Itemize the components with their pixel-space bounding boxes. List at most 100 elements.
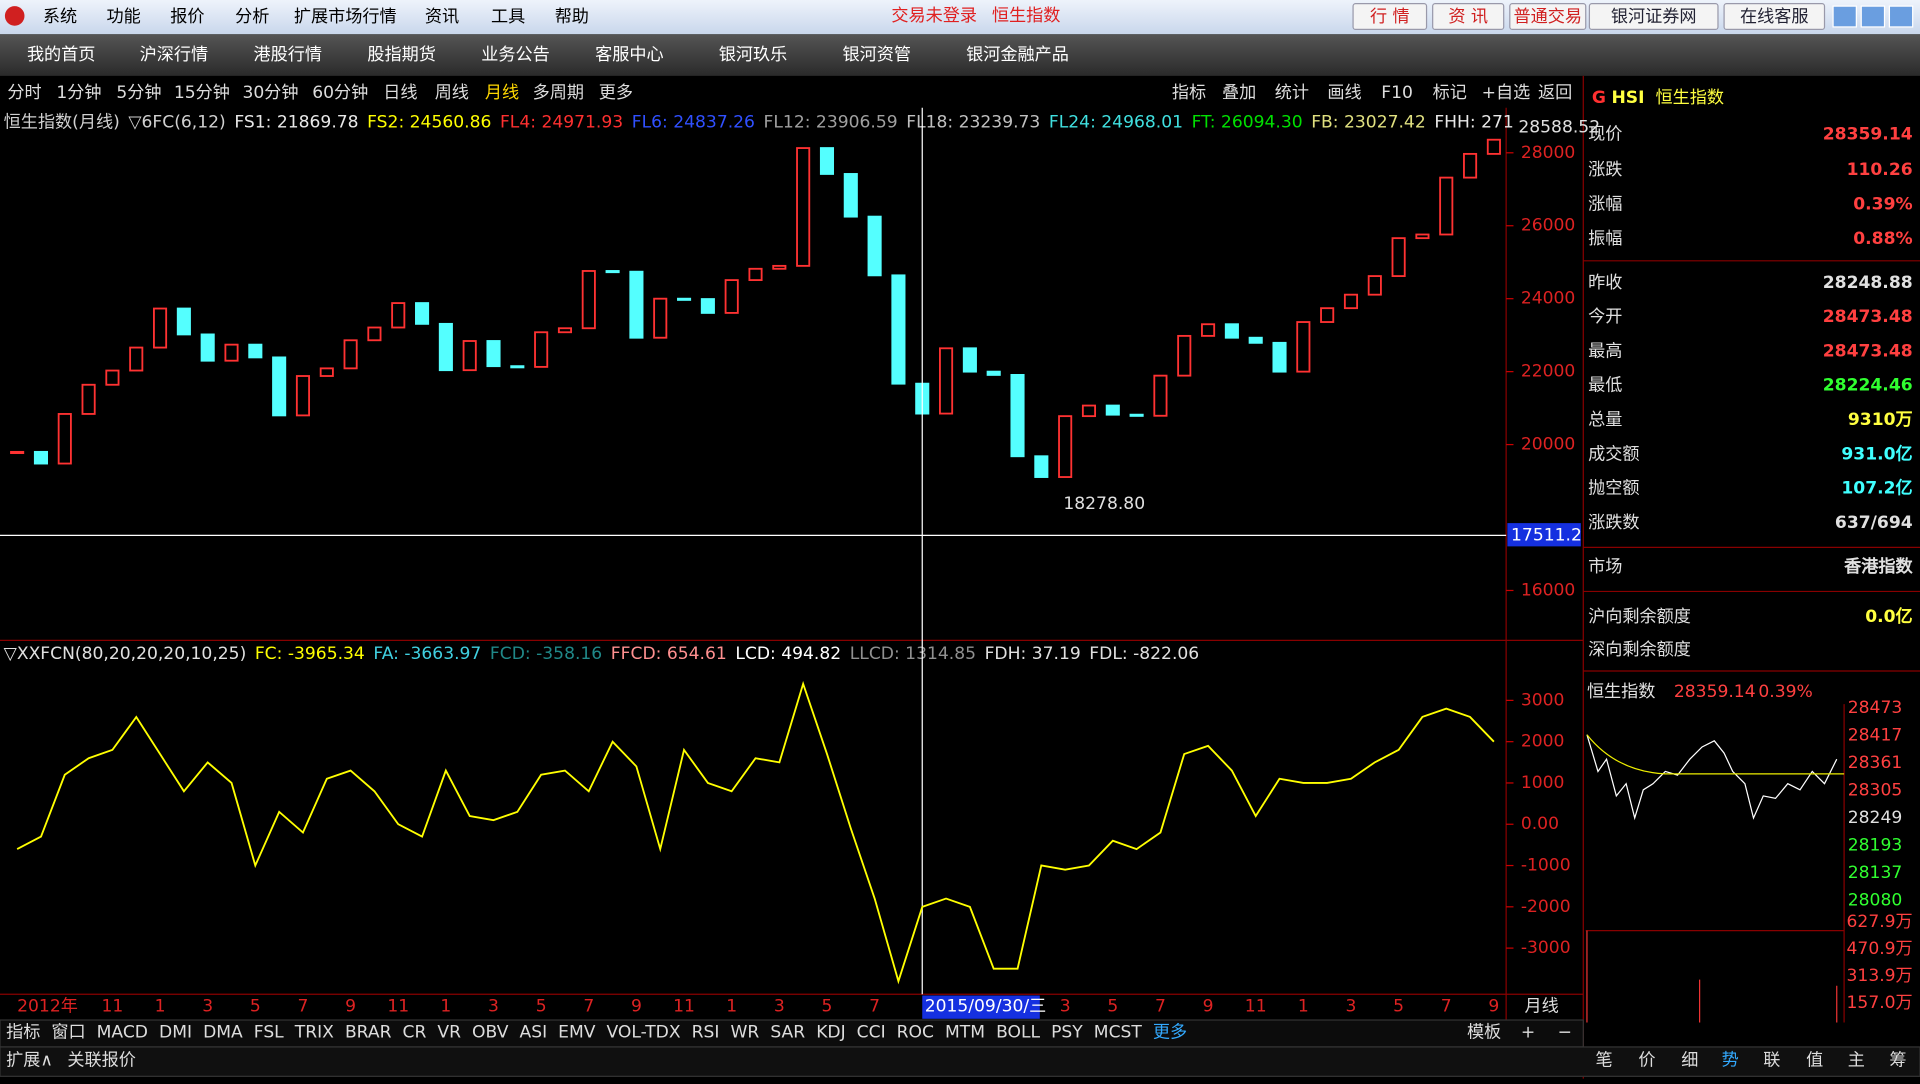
period-tab[interactable]: 多周期 [533,83,584,103]
footer-item[interactable]: 关联报价 [67,1050,136,1070]
period-tab[interactable]: 1分钟 [56,83,101,103]
nav-item[interactable]: 我的首页 [27,45,96,65]
indicator-tab[interactable]: 指标 [6,1022,40,1042]
x-tick-label: 3 [1346,997,1357,1017]
indicator-tab[interactable]: MCST [1094,1022,1143,1042]
tool-button[interactable]: 画线 [1327,83,1361,103]
indicator-tab[interactable]: BOLL [996,1022,1040,1042]
candle [391,302,406,329]
nav-item[interactable]: 业务公告 [481,45,550,65]
top-button[interactable] [1509,3,1587,31]
close-button[interactable] [1888,5,1914,28]
period-tab[interactable]: 更多 [599,83,633,103]
indicator-tab[interactable]: 更多 [1153,1022,1187,1042]
tool-button[interactable]: 叠加 [1222,83,1256,103]
candle [724,279,739,314]
period-tab[interactable]: 15分钟 [174,83,230,103]
mini-average-line [1586,734,1845,775]
menu-item[interactable]: 资讯 [425,7,459,27]
nav-item[interactable]: 客服中心 [595,45,664,65]
indicator-tab[interactable]: VOL-TDX [606,1022,680,1042]
indicator-tab[interactable]: DMI [159,1022,192,1042]
indicator-tab[interactable]: CR [403,1022,427,1042]
tool-button[interactable]: 标记 [1433,83,1467,103]
indicator-tab[interactable]: PSY [1051,1022,1083,1042]
indicator-tab[interactable]: ASI [520,1022,548,1042]
top-button-label[interactable]: 在线客服 [1740,7,1809,27]
period-tab[interactable]: 月线 [485,83,519,103]
indicator-tab[interactable]: WR [730,1022,759,1042]
indicator-tab[interactable]: BRAR [345,1022,392,1042]
indicator-tab[interactable]: VR [437,1022,461,1042]
tab-control[interactable]: + [1521,1022,1535,1042]
candle [224,343,239,362]
nav-item[interactable]: 沪深行情 [140,45,209,65]
top-button-label[interactable]: 行 情 [1370,7,1410,27]
period-tab[interactable]: 分时 [7,83,41,103]
indicator-tab[interactable]: RSI [692,1022,720,1042]
period-tab[interactable]: 日线 [383,83,417,103]
period-tab[interactable]: 60分钟 [312,83,368,103]
nav-item[interactable]: 银河资管 [842,45,911,65]
side-tab[interactable]: 势 [1722,1050,1739,1070]
period-tab[interactable]: 30分钟 [242,83,298,103]
top-button-label[interactable]: 资 讯 [1448,7,1488,27]
indicator-tab[interactable]: MTM [945,1022,985,1042]
menu-item[interactable]: 报价 [170,7,204,27]
candle [605,270,620,274]
indicator-tab[interactable]: SAR [770,1022,805,1042]
tab-control[interactable]: 模板 [1467,1022,1501,1042]
side-tab[interactable]: 细 [1681,1050,1698,1070]
legend-item: ▽XXFCN(80,20,20,20,10,25) [4,644,247,664]
side-tab[interactable]: 联 [1763,1050,1780,1070]
footer-item[interactable]: 扩展∧ [6,1050,53,1070]
indicator-tab[interactable]: KDJ [816,1022,845,1042]
menu-item[interactable]: 扩展市场行情 [294,7,397,27]
menu-item[interactable]: 分析 [235,7,269,27]
side-tab[interactable]: 主 [1848,1050,1865,1070]
menu-item[interactable]: 系统 [43,7,77,27]
tool-button[interactable]: 返回 [1538,83,1572,103]
period-tab[interactable]: 5分钟 [116,83,161,103]
tool-button[interactable]: 统计 [1275,83,1309,103]
menu-item[interactable]: 工具 [491,7,525,27]
y-tick-label: -1000 [1521,856,1571,876]
quote-value: 107.2亿 [1841,478,1912,499]
tab-control[interactable]: − [1558,1022,1572,1042]
low-annotation: 18278.80 [1063,494,1145,514]
menu-item[interactable]: 帮助 [555,7,589,27]
x-tick-label: 3 [774,997,785,1017]
tool-button[interactable]: F10 [1381,83,1413,103]
indicator-tab[interactable]: MACD [97,1022,148,1042]
indicator-tab[interactable]: OBV [472,1022,509,1042]
top-button-label[interactable]: 银河证券网 [1611,7,1697,27]
top-button[interactable] [1588,3,1719,31]
nav-item[interactable]: 银河金融产品 [966,45,1069,65]
indicator-tab[interactable]: 窗口 [51,1022,85,1042]
indicator-tab[interactable]: DMA [203,1022,243,1042]
top-button[interactable] [1432,3,1505,31]
indicator-tab[interactable]: ROC [897,1022,934,1042]
nav-item[interactable]: 港股行情 [253,45,322,65]
indicator-tab[interactable]: CCI [857,1022,886,1042]
tool-button[interactable]: 指标 [1172,83,1206,103]
side-tab[interactable]: 价 [1638,1050,1655,1070]
top-button-label[interactable]: 普通交易 [1514,7,1583,27]
top-button[interactable] [1352,3,1428,31]
indicator-tab[interactable]: EMV [558,1022,596,1042]
minimize-button[interactable] [1832,5,1857,28]
top-button[interactable] [1723,3,1826,31]
side-tab[interactable]: 值 [1806,1050,1823,1070]
tool-button[interactable]: +自选 [1482,83,1531,103]
y-tick-label: 16000 [1521,580,1575,600]
menu-item[interactable]: 功能 [107,7,141,27]
candle [486,340,501,368]
indicator-tab[interactable]: TRIX [294,1022,334,1042]
nav-item[interactable]: 银河玖乐 [719,45,788,65]
side-tab[interactable]: 笔 [1596,1050,1613,1070]
maximize-button[interactable] [1860,5,1886,28]
side-tab[interactable]: 筹 [1889,1050,1906,1070]
indicator-tab[interactable]: FSL [254,1022,284,1042]
nav-item[interactable]: 股指期货 [367,45,436,65]
period-tab[interactable]: 周线 [435,83,469,103]
